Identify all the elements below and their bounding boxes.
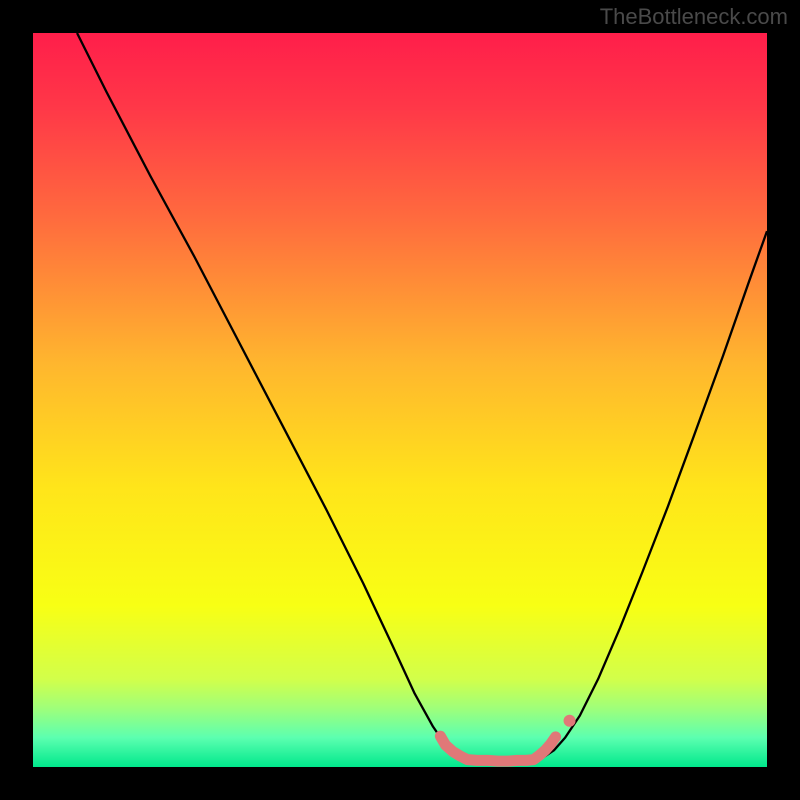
watermark-text: TheBottleneck.com (600, 4, 788, 30)
chart-plot-area (33, 33, 767, 767)
valley-marker-strip (33, 33, 767, 767)
chart-frame (33, 33, 767, 767)
